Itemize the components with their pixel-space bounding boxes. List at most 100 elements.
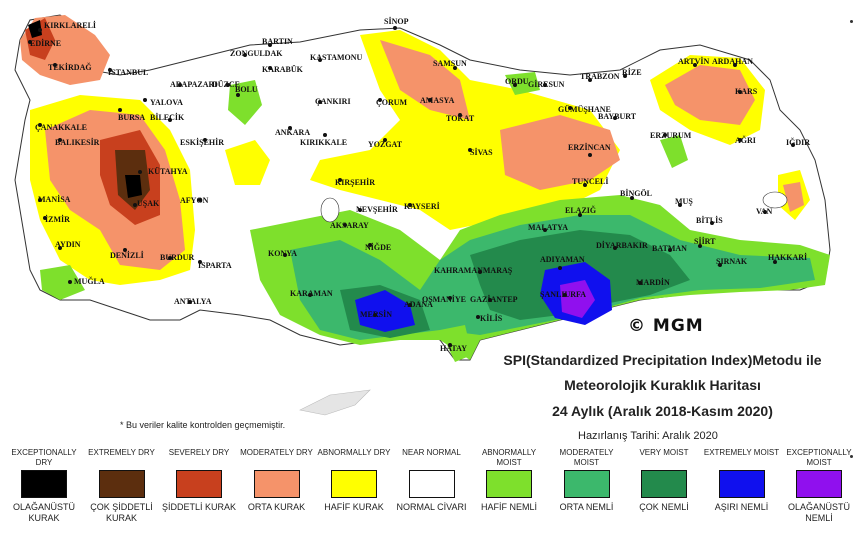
city-label: GAZİANTEP bbox=[470, 294, 518, 304]
city-label: YOZGAT bbox=[368, 140, 403, 149]
city-label: BİNGÖL bbox=[620, 188, 652, 198]
city-label: GİRESUN bbox=[528, 79, 565, 89]
city-label: ŞIRNAK bbox=[716, 257, 748, 266]
legend-label-tr: AŞIRI NEMLİ bbox=[714, 502, 769, 512]
legend-item: EXTREMELY DRY ÇOK ŞİDDETLİ KURAK bbox=[84, 448, 160, 524]
city-label: MALATYA bbox=[528, 223, 568, 232]
city-label: SİİRT bbox=[694, 236, 716, 246]
city-label: HATAY bbox=[440, 344, 467, 353]
city-label: TRABZON bbox=[580, 72, 620, 81]
city-label: TEKİRDAĞ bbox=[48, 62, 92, 72]
city-label: IĞDIR bbox=[786, 137, 810, 147]
city-label: UŞAK bbox=[137, 199, 160, 208]
city-label: KIRŞEHİR bbox=[335, 177, 375, 187]
quality-note: * Bu veriler kalite kontrolden geçmemişt… bbox=[120, 420, 286, 430]
legend-swatch bbox=[253, 470, 300, 498]
city-label: KİLİS bbox=[480, 313, 503, 323]
city-label: EDİRNE bbox=[30, 38, 61, 48]
city-label: BOLU bbox=[235, 85, 258, 94]
city-label: ANKARA bbox=[275, 128, 310, 137]
city-label: BALIKESİR bbox=[55, 137, 100, 147]
legend-label-tr: ÇOK ŞİDDETLİ KURAK bbox=[90, 502, 153, 523]
legend-label-en: ABNORMALLY MOIST bbox=[481, 448, 537, 467]
city-label: ORDU bbox=[505, 77, 529, 86]
city-label: TOKAT bbox=[446, 114, 475, 123]
city-label: AĞRI bbox=[735, 135, 756, 145]
city-label: SİVAS bbox=[470, 147, 493, 157]
legend-label-tr: ORTA NEMLİ bbox=[559, 502, 614, 512]
legend-swatch bbox=[563, 470, 610, 498]
city-label: BATMAN bbox=[652, 244, 687, 253]
city-label: RİZE bbox=[622, 67, 642, 77]
city-label: ADAPAZARI bbox=[170, 80, 217, 89]
city-label: KAYSERİ bbox=[404, 201, 440, 211]
legend-label-en: ABNORMALLY DRY bbox=[317, 448, 391, 457]
legend-swatch bbox=[641, 470, 687, 498]
zone-exceptionally-moist-urfa bbox=[560, 280, 595, 318]
city-label: İZMİR bbox=[45, 214, 70, 224]
legend-item: EXCEPTIONALLY MOIST OLAĞANÜSTÜ NEMLİ bbox=[781, 448, 857, 524]
city-label: KARS bbox=[735, 87, 758, 96]
city-label: MUŞ bbox=[675, 197, 693, 206]
city-label: MARDİN bbox=[636, 277, 670, 287]
legend-swatch bbox=[176, 470, 222, 498]
legend-label-tr: ORTA KURAK bbox=[247, 502, 306, 512]
city-label: ERZURUM bbox=[650, 131, 692, 140]
city-label: BİLECİK bbox=[150, 112, 185, 122]
legend: EXCEPTIONALLY DRY OLAĞANÜSTÜ KURAK EXTREME… bbox=[0, 448, 857, 537]
cyprus-outline bbox=[299, 389, 371, 416]
legend-label-tr: ÇOK NEMLİ bbox=[639, 502, 689, 512]
city-label: DENİZLİ bbox=[110, 250, 144, 260]
legend-label-tr: ŞİDDETLİ KURAK bbox=[161, 502, 237, 512]
city-label: ARDAHAN bbox=[712, 57, 753, 66]
legend-item: SEVERELY DRY ŞİDDETLİ KURAK bbox=[161, 448, 237, 513]
corner-mark bbox=[850, 20, 853, 23]
legend-swatch bbox=[21, 470, 67, 498]
drought-map: KIRKLARELİ EDİRNE TEKİRDAĞ İSTANBUL YALO… bbox=[14, 14, 831, 416]
legend-label-tr: OLAĞANÜSTÜ KURAK bbox=[12, 502, 75, 523]
city-label: KÜTAHYA bbox=[148, 167, 188, 176]
zone-moist-mugla bbox=[40, 265, 85, 300]
legend-swatch bbox=[408, 470, 455, 498]
legend-item: MODERATELY MOIST ORTA NEMLİ bbox=[549, 448, 625, 513]
legend-label-tr: NORMAL CİVARI bbox=[396, 502, 467, 512]
zone-moist-hatay bbox=[440, 325, 472, 362]
legend-item: MODERATELY DRY ORTA KURAK bbox=[239, 448, 315, 513]
legend-swatch bbox=[718, 470, 765, 498]
city-label: ŞANLIURFA bbox=[540, 290, 586, 299]
legend-label-en: NEAR NORMAL bbox=[402, 448, 461, 457]
mgm-watermark: © MGM bbox=[628, 316, 704, 336]
city-label: MUĞLA bbox=[74, 276, 105, 286]
city-label: BARTIN bbox=[262, 37, 293, 46]
legend-label-en: EXTREMELY MOIST bbox=[703, 448, 780, 457]
city-label: YALOVA bbox=[150, 98, 183, 107]
city-label: BİTLİS bbox=[696, 215, 723, 225]
legend-swatch bbox=[796, 470, 842, 498]
legend-item: NEAR NORMAL NORMAL CİVARI bbox=[394, 448, 470, 513]
city-label: AMASYA bbox=[420, 96, 455, 105]
city-label: KARABÜK bbox=[262, 65, 304, 74]
city-label: GÜMÜŞHANE bbox=[558, 105, 611, 114]
city-label: AYDIN bbox=[55, 240, 81, 249]
zone-moderate-dry-van bbox=[783, 182, 804, 212]
legend-label-en: MODERATELY DRY bbox=[240, 448, 313, 457]
city-labels: KIRKLARELİ EDİRNE TEKİRDAĞ İSTANBUL YALO… bbox=[28, 16, 810, 353]
legend-label-tr: HAFİF NEMLİ bbox=[480, 502, 537, 512]
legend-label-en: EXCEPTIONALLY MOIST bbox=[786, 448, 852, 467]
city-label: ELAZIĞ bbox=[565, 205, 596, 215]
prepared-date: Hazırlanış Tarihi: Aralık 2020 bbox=[578, 430, 718, 442]
zone-moist-kars bbox=[660, 135, 688, 168]
legend-label-tr: OLAĞANÜSTÜ NEMLİ bbox=[787, 502, 850, 523]
city-label: ERZİNCAN bbox=[568, 142, 611, 152]
map-title-line-3: 24 Aylık (Aralık 2018-Kasım 2020) bbox=[552, 403, 773, 419]
city-label: ÇANKIRI bbox=[315, 97, 351, 106]
city-label: ISPARTA bbox=[198, 261, 232, 270]
city-label: MANİSA bbox=[38, 194, 71, 204]
legend-item: VERY MOIST ÇOK NEMLİ bbox=[626, 448, 702, 513]
zone-moist-samsun bbox=[505, 72, 540, 95]
legend-swatch bbox=[98, 470, 145, 498]
legend-label-en: EXCEPTIONALLY DRY bbox=[11, 448, 77, 467]
city-label: KONYA bbox=[268, 249, 297, 258]
legend-label-tr: HAFİF KURAK bbox=[324, 502, 384, 512]
zone-exceptionally-dry-west bbox=[125, 175, 142, 198]
